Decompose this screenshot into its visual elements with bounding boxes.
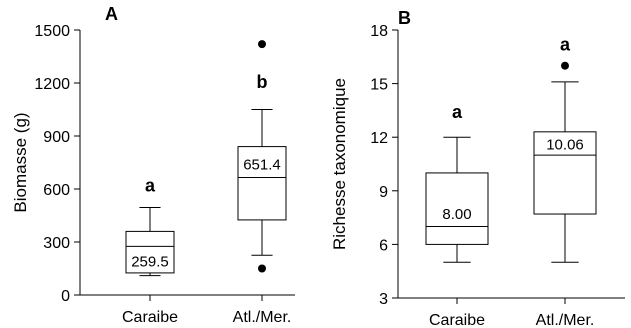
y-tick-label: 900 — [43, 129, 70, 146]
x-tick-label: Caraibe — [122, 309, 178, 326]
x-tick-label: Atl./Mer. — [233, 309, 292, 326]
x-tick-label: Caraibe — [429, 312, 485, 328]
significance-letter: b — [257, 72, 268, 92]
box-iqr — [425, 172, 489, 245]
y-tick-label: 300 — [43, 235, 70, 252]
y-axis-title: Biomasse (g) — [11, 112, 30, 212]
mean-value-label: 259.5 — [131, 253, 169, 270]
significance-letter: a — [452, 102, 463, 122]
box-iqr — [125, 230, 175, 274]
y-tick-label: 18 — [370, 23, 388, 40]
box-iqr — [237, 146, 287, 221]
mean-value-label: 10.06 — [546, 136, 584, 153]
outlier-point — [258, 40, 266, 49]
y-tick-label: 600 — [43, 182, 70, 199]
y-axis-title: Richesse taxonomique — [330, 78, 349, 250]
outlier-point — [258, 264, 266, 273]
y-tick-label: 9 — [379, 184, 388, 201]
significance-letter: a — [560, 34, 571, 54]
y-tick-label: 15 — [370, 77, 388, 94]
y-tick-label: 1200 — [34, 76, 70, 93]
panel-label: A — [105, 4, 118, 24]
outlier-point — [561, 61, 569, 70]
y-tick-label: 0 — [61, 288, 70, 305]
y-tick-label: 6 — [379, 237, 388, 254]
mean-value-label: 8.00 — [442, 206, 471, 223]
significance-letter: a — [145, 175, 156, 195]
box-iqr — [533, 131, 597, 215]
x-tick-label: Atl./Mer. — [536, 312, 595, 328]
y-tick-label: 12 — [370, 130, 388, 147]
y-tick-label: 1500 — [34, 23, 70, 40]
y-tick-label: 3 — [379, 291, 388, 308]
panel-label: B — [398, 8, 411, 28]
mean-value-label: 651.4 — [243, 156, 281, 173]
